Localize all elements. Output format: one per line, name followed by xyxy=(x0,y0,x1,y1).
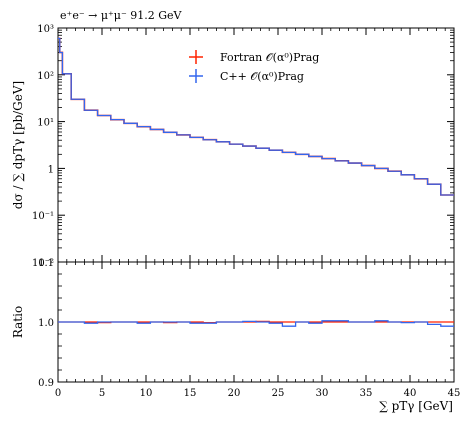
x-tick-label: 10 xyxy=(140,388,153,399)
x-tick-label: 5 xyxy=(99,388,105,399)
ratio-ticks: 0.9 1.0 1.1 0 5 10 15 20 25 30 35 40 45 xyxy=(38,258,460,399)
main-y-ticks: 10⁻² 10⁻¹ 1 10¹ 10² 10³ xyxy=(32,24,455,269)
main-y-tick-label: 10³ xyxy=(37,24,54,35)
chart-title: e⁺e⁻ → μ⁺μ⁻ 91.2 GeV xyxy=(60,9,183,22)
x-tick-label: 15 xyxy=(184,388,197,399)
x-tick-label: 20 xyxy=(228,388,241,399)
ratio-plot: Ratio ∑ pTγ [GeV] 0.9 1.0 1.1 0 5 10 15 20 25 30 3… xyxy=(11,258,460,413)
main-plot: e⁺e⁻ → μ⁺μ⁻ 91.2 GeV dσ / ∑ dpTγ [pb/GeV… xyxy=(11,9,455,269)
ratio-y-tick-label: 1.1 xyxy=(38,258,54,269)
legend-entry-cpp: C++ 𝒪(α⁰)Prag xyxy=(189,69,304,83)
legend-fortran-label: Fortran 𝒪(α⁰)Prag xyxy=(220,51,319,64)
ratio-y-axis-label: Ratio xyxy=(11,306,25,338)
x-tick-label: 40 xyxy=(404,388,417,399)
x-tick-label: 45 xyxy=(448,388,461,399)
legend: Fortran 𝒪(α⁰)Prag C++ 𝒪(α⁰)Prag xyxy=(189,50,319,83)
main-y-tick-label: 10⁻¹ xyxy=(32,211,54,222)
main-series-cpp xyxy=(58,37,454,196)
ratio-series-group xyxy=(58,320,454,327)
main-y-tick-label: 10² xyxy=(37,71,54,82)
x-tick-label: 0 xyxy=(55,388,61,399)
main-y-tick-label: 10¹ xyxy=(37,118,54,129)
main-y-tick-label: 10⁻² xyxy=(32,258,54,269)
legend-cpp-label: C++ 𝒪(α⁰)Prag xyxy=(220,70,304,83)
main-series-group xyxy=(58,37,454,196)
main-y-axis-label: dσ / ∑ dpTγ [pb/GeV] xyxy=(11,81,25,209)
x-tick-label: 25 xyxy=(272,388,285,399)
legend-entry-fortran: Fortran 𝒪(α⁰)Prag xyxy=(189,50,319,64)
x-axis-label: ∑ pTγ [GeV] xyxy=(379,399,453,413)
main-y-tick-label: 1 xyxy=(48,164,54,175)
ratio-y-tick-label: 0.9 xyxy=(38,378,54,389)
ratio-series-cpp xyxy=(58,320,454,327)
x-tick-label: 35 xyxy=(360,388,373,399)
x-tick-label: 30 xyxy=(316,388,329,399)
ratio-y-tick-label: 1.0 xyxy=(38,318,54,329)
